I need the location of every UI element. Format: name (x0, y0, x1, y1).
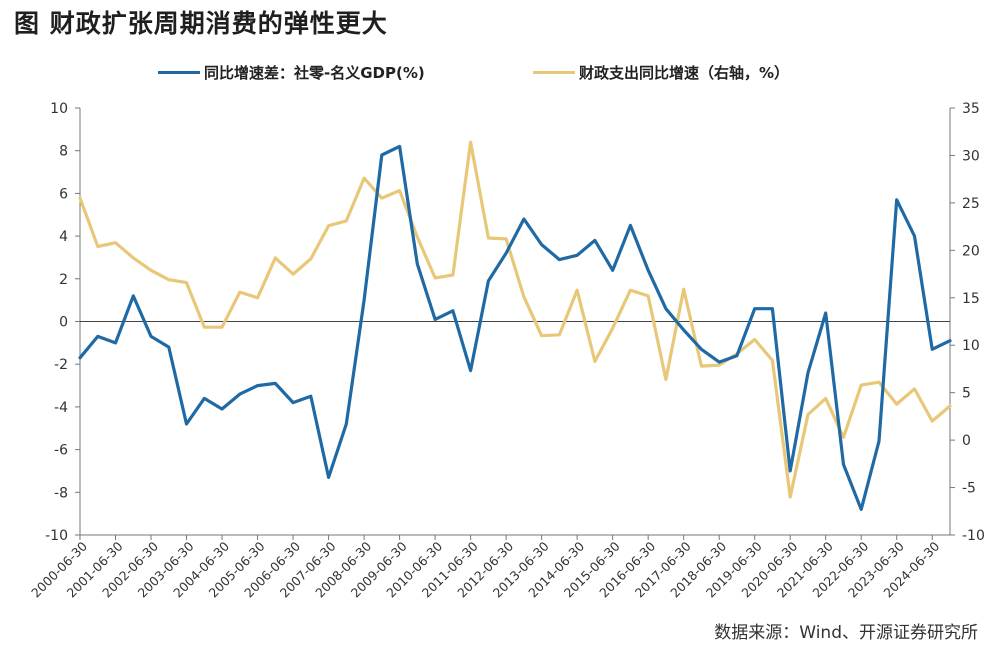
series-line-consumption-gap (78, 144, 952, 511)
y-right-tick-label: 5 (962, 386, 971, 402)
y-right-tick-label: 35 (962, 101, 980, 117)
source-note: 数据来源：Wind、开源证券研究所 (714, 623, 978, 643)
legend-item-right-series: 财政支出同比增速（右轴，%） (533, 62, 789, 83)
y-right-tick-label: -5 (962, 481, 976, 497)
y-left-tick-label: 0 (59, 315, 68, 331)
y-left-tick-label: 6 (59, 186, 68, 202)
page-title: 图 财政扩张周期消费的弹性更大 (14, 9, 388, 38)
y-right-tick-label: 20 (962, 243, 980, 259)
y-left-tick-label: -2 (54, 357, 68, 373)
legend-label-left-series: 同比增速差：社零-名义GDP(%) (204, 64, 425, 82)
y-left-tick-label: 4 (59, 229, 68, 245)
y-right-tick-label: 30 (962, 148, 980, 164)
legend-swatch-yellow (533, 71, 575, 74)
y-right-tick-label: 25 (962, 196, 980, 212)
y-left-tick-label: 8 (59, 144, 68, 160)
chart-legend: 同比增速差：社零-名义GDP(%) 财政支出同比增速（右轴，%） (0, 62, 1000, 86)
y-left-tick-label: 2 (59, 272, 68, 288)
legend-label-right-series: 财政支出同比增速（右轴，%） (579, 64, 790, 82)
y-left-tick-label: 10 (50, 101, 68, 117)
y-left-tick-label: -10 (45, 528, 68, 544)
y-left-tick-label: -4 (54, 400, 68, 416)
y-right-tick-label: -10 (962, 528, 985, 544)
y-left-tick-label: -8 (54, 485, 68, 501)
y-left-tick-label: -6 (54, 443, 68, 459)
legend-swatch-blue (158, 71, 200, 74)
y-right-tick-label: 15 (962, 291, 980, 307)
legend-item-left-series: 同比增速差：社零-名义GDP(%) (158, 62, 425, 83)
y-right-tick-label: 10 (962, 338, 980, 354)
series-line-fiscal-spending (78, 140, 952, 499)
y-right-tick-label: 0 (962, 433, 971, 449)
